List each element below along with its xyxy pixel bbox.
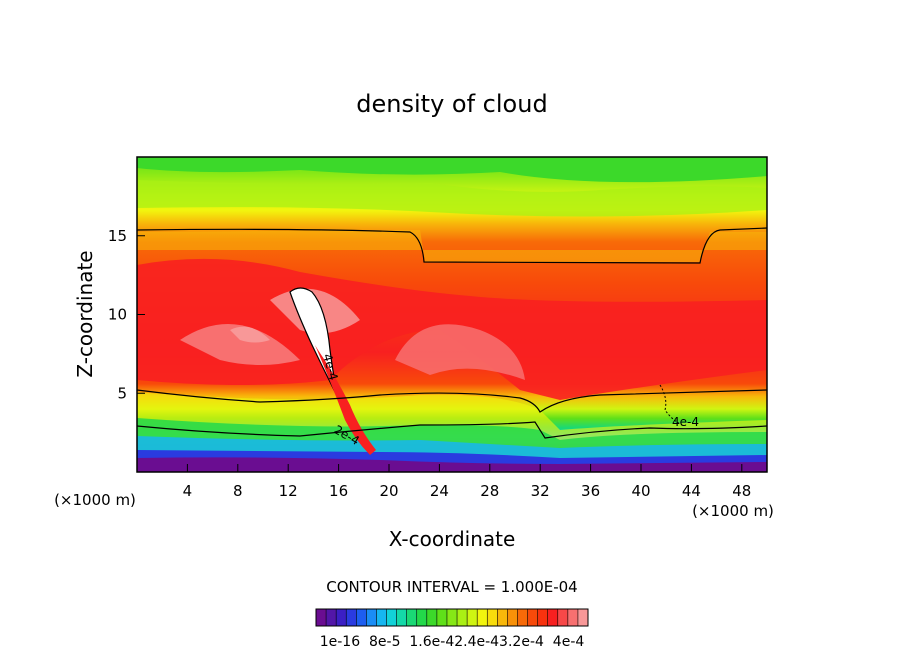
x-origin-unit: (×1000 m) [54,491,136,509]
field-yellow-green-band [137,180,767,217]
colorbar-swatch [426,609,438,626]
x-tick-label: 36 [581,482,600,500]
x-tick-label: 48 [732,482,751,500]
y-tick-label: 10 [108,306,127,324]
x-tick-label: 4 [183,482,193,500]
field-pink-blob [230,326,270,343]
colorbar-swatch [386,609,397,626]
contour-line-middle [137,389,767,413]
colorbar-swatch [406,609,418,626]
contour-label-1: 4e-4 [320,352,341,382]
contour-line-dotted [659,384,683,426]
y-tick-label: 15 [108,227,127,245]
x-tick-label: 8 [233,482,243,500]
x-tick-label: 28 [480,482,499,500]
colorbar-swatch [507,609,518,626]
colorbar-swatch [316,609,327,626]
colorbar-labels: 1e-16 8e-5 1.6e-42.4e-43.2e-4 4e-4 [320,634,585,650]
colorbar-swatch [457,609,468,626]
chart-title: density of cloud [356,90,547,118]
x-tick-label: 16 [329,482,348,500]
colorbar-swatch [577,609,589,626]
x-tick-label: 40 [631,482,650,500]
field-red-streak [315,345,376,455]
x-axis: 4 8 12 16 20 24 28 32 36 40 44 48 [183,464,751,500]
colorbar-swatch [527,609,539,626]
y-tick-label: 5 [117,384,127,402]
colorbar-swatch [346,609,357,626]
plot-area [137,157,767,472]
colorbar-frame [315,608,589,627]
colorbar-swatch [356,609,367,626]
field-orange-dip [137,230,767,262]
contour-interval: CONTOUR INTERVAL = 1.000E-04 [326,578,577,596]
field-pink-swirl-left [180,324,300,365]
colorbar-swatch [487,609,498,626]
contour-label-3: 4e-4 [672,415,699,429]
colorbar-swatch [497,609,508,626]
contour-line-lower [137,421,767,439]
colorbar-swatch [366,609,377,626]
colorbar-swatch [376,609,387,626]
colorbar-swatch [567,609,579,626]
field-low-purple [137,457,767,472]
x-tick-label: 44 [682,482,701,500]
field-upper-green [137,157,767,183]
y-axis-label: Z-coordinate [73,250,97,377]
y-axis: 5 10 15 [108,227,145,402]
colorbar-swatch [336,609,347,626]
contour-line-upper [137,227,767,264]
x-tick-label: 20 [379,482,398,500]
colorbar-swatch [547,609,559,626]
colorbar-swatch [467,609,478,626]
colorbar-swatch [517,609,528,626]
x-tick-label: 24 [430,482,449,500]
colorbar-swatch [396,609,408,626]
field-pink-swirl-right [395,324,525,380]
colorbar-swatch [446,609,458,626]
x-end-unit: (×1000 m) [692,502,774,520]
colorbar [315,608,589,627]
colorbar-swatch [436,609,448,626]
x-tick-label: 12 [279,482,298,500]
colorbar-swatch [557,609,569,626]
colorbar-swatch [416,609,428,626]
colorbar-swatch [477,609,488,626]
colorbar-swatch [537,609,549,626]
x-axis-label: X-coordinate [389,527,516,551]
colorbar-swatch [326,609,337,626]
x-tick-label: 32 [531,482,550,500]
